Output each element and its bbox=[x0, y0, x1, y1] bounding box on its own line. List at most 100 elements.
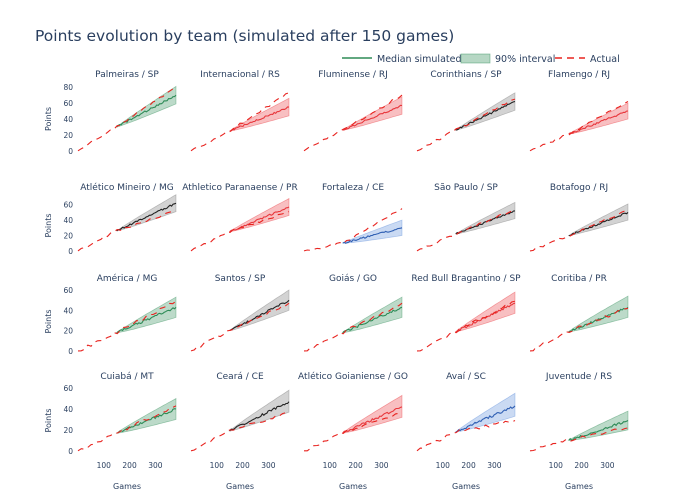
actual-line-botafogo-rj bbox=[529, 209, 629, 252]
x-tick-label: 300 bbox=[261, 461, 276, 470]
median-line-fluminense-rj bbox=[342, 104, 403, 131]
y-tick-label: 0 bbox=[68, 147, 73, 156]
panel-title-atletico-mineiro-mg: Atlético Mineiro / MG bbox=[80, 182, 173, 193]
panel-santos-sp: Santos / SP bbox=[190, 274, 290, 352]
median-line-fortaleza-ce bbox=[342, 227, 403, 244]
panel-goias-go: Goiás / GO bbox=[303, 274, 403, 352]
y-tick-label: 40 bbox=[63, 306, 73, 315]
actual-line-avai-sc bbox=[416, 420, 516, 452]
actual-line-athletico-paranaense-pr bbox=[190, 211, 290, 252]
actual-line-atletico-goianiense-go bbox=[304, 412, 403, 452]
actual-line-cuiaba-mt bbox=[77, 405, 177, 452]
actual-line-internacional-rs bbox=[190, 92, 290, 152]
chart-legend: Median simulated 90% interval Actual bbox=[342, 53, 620, 65]
interval-band-santos-sp bbox=[228, 289, 290, 332]
x-tick-label: 100 bbox=[97, 461, 112, 470]
y-tick-label: 40 bbox=[63, 216, 73, 225]
actual-line-red-bull-bragantino-sp bbox=[416, 300, 516, 352]
interval-band-avai-sc bbox=[454, 392, 516, 433]
panel-coritiba-pr: Coritiba / PR bbox=[529, 274, 629, 352]
median-line-ceara-ce bbox=[229, 401, 290, 432]
panel-title-avai-sc: Avaí / SC bbox=[446, 372, 486, 382]
actual-line-santos-sp bbox=[190, 302, 290, 352]
panel-title-corinthians-sp: Corinthians / SP bbox=[430, 70, 502, 80]
x-tick-label: 200 bbox=[235, 461, 250, 470]
actual-line-flamengo-rj bbox=[529, 101, 629, 152]
panel-title-botafogo-rj: Botafogo / RJ bbox=[550, 183, 608, 193]
interval-band-america-mg bbox=[115, 296, 177, 334]
median-line-santos-sp bbox=[229, 299, 290, 332]
y-axis-label: Points bbox=[44, 408, 53, 432]
interval-band-atletico-mineiro-mg bbox=[116, 194, 177, 232]
panel-title-cuiaba-mt: Cuiabá / MT bbox=[100, 372, 154, 382]
actual-line-atletico-mineiro-mg bbox=[77, 210, 177, 252]
interval-band-juventude-rs bbox=[567, 410, 629, 441]
y-tick-label: 0 bbox=[68, 347, 73, 356]
y-axis-label: Points bbox=[44, 107, 53, 131]
panel-title-ceara-ce: Ceará / CE bbox=[216, 372, 264, 382]
actual-line-fortaleza-ce bbox=[303, 208, 403, 252]
panel-title-fortaleza-ce: Fortaleza / CE bbox=[322, 183, 384, 193]
panel-title-fluminense-rj: Fluminense / RJ bbox=[318, 70, 387, 80]
panel-title-red-bull-bragantino-sp: Red Bull Bragantino / SP bbox=[411, 274, 521, 284]
panel-botafogo-rj: Botafogo / RJ bbox=[529, 183, 629, 252]
interval-band-ceara-ce bbox=[228, 389, 290, 432]
y-tick-label: 20 bbox=[63, 131, 73, 140]
panel-title-america-mg: América / MG bbox=[97, 273, 158, 284]
median-line-atletico-mineiro-mg bbox=[116, 202, 177, 232]
x-tick-label: 200 bbox=[461, 461, 476, 470]
median-line-red-bull-bragantino-sp bbox=[455, 302, 516, 333]
legend-band-label: 90% interval bbox=[495, 54, 555, 65]
chart-title: Points evolution by team (simulated afte… bbox=[35, 27, 454, 45]
x-tick-label: 100 bbox=[210, 461, 225, 470]
panel-palmeiras-sp: Palmeiras / SP 0 20 40 60 80 Points bbox=[44, 70, 177, 156]
legend-band-swatch bbox=[460, 53, 491, 64]
x-axis-label: Games bbox=[113, 482, 141, 491]
actual-line-palmeiras-sp bbox=[77, 86, 177, 152]
median-line-atletico-goianiense-go bbox=[342, 406, 403, 434]
legend-median-label: Median simulated bbox=[377, 54, 462, 65]
median-line-botafogo-rj bbox=[568, 211, 629, 237]
x-axis-label: Games bbox=[565, 482, 593, 491]
x-tick-label: 300 bbox=[600, 461, 615, 470]
x-axis-label: Games bbox=[452, 482, 480, 491]
x-axis-label: Games bbox=[339, 482, 367, 491]
legend-actual-label: Actual bbox=[590, 54, 620, 65]
interval-band-athletico-paranaense-pr bbox=[229, 197, 290, 233]
x-tick-label: 300 bbox=[374, 461, 389, 470]
interval-band-red-bull-bragantino-sp bbox=[454, 291, 516, 333]
x-tick-label: 200 bbox=[122, 461, 137, 470]
y-tick-label: 20 bbox=[63, 232, 73, 241]
panel-atletico-mineiro-mg: Atlético Mineiro / MG 0 20 40 60 Points bbox=[44, 182, 177, 256]
x-tick-label: 300 bbox=[148, 461, 163, 470]
panel-athletico-paranaense-pr: Athletico Paranaense / PR bbox=[182, 183, 298, 252]
panel-title-palmeiras-sp: Palmeiras / SP bbox=[95, 70, 159, 80]
panel-title-athletico-paranaense-pr: Athletico Paranaense / PR bbox=[182, 183, 298, 193]
y-tick-label: 20 bbox=[63, 426, 73, 435]
panel-title-sao-paulo-sp: São Paulo / SP bbox=[434, 183, 498, 193]
y-axis-label: Points bbox=[44, 309, 53, 333]
y-tick-label: 0 bbox=[68, 247, 73, 256]
median-line-cuiaba-mt bbox=[116, 408, 177, 434]
panel-fortaleza-ce: Fortaleza / CE bbox=[303, 183, 403, 252]
median-line-palmeiras-sp bbox=[116, 94, 177, 128]
interval-band-sao-paulo-sp bbox=[455, 201, 516, 235]
interval-band-internacional-rs bbox=[229, 97, 290, 132]
y-tick-label: 60 bbox=[63, 201, 73, 210]
median-line-america-mg bbox=[116, 306, 177, 334]
panel-atletico-goianiense-go: Atlético Goianiense / GO 100 200 300 Games bbox=[298, 371, 408, 491]
median-line-avai-sc bbox=[455, 405, 516, 433]
panel-title-flamengo-rj: Flamengo / RJ bbox=[548, 70, 610, 80]
x-tick-label: 200 bbox=[574, 461, 589, 470]
panel-america-mg: América / MG 0 20 40 60 Points bbox=[44, 273, 177, 356]
panel-juventude-rs: Juventude / RS 100 200 300 Games bbox=[529, 372, 629, 491]
interval-band-coritiba-pr bbox=[567, 295, 629, 333]
actual-line-sao-paulo-sp bbox=[416, 208, 516, 252]
actual-line-fluminense-rj bbox=[303, 94, 403, 152]
panel-sao-paulo-sp: São Paulo / SP bbox=[416, 183, 516, 252]
interval-band-cuiaba-mt bbox=[115, 397, 177, 434]
interval-band-flamengo-rj bbox=[568, 102, 629, 135]
panel-corinthians-sp: Corinthians / SP bbox=[416, 70, 516, 152]
panel-title-goias-go: Goiás / GO bbox=[329, 274, 377, 284]
